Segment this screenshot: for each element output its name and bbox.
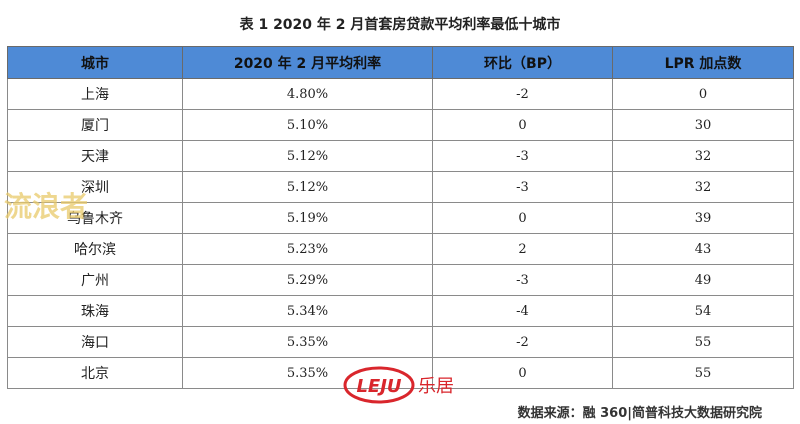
- table-row: 深圳 5.12% -3 32: [7, 171, 794, 203]
- cell-mom: -3: [432, 264, 613, 296]
- cell-rate: 5.12%: [182, 140, 433, 172]
- svg-text:流浪者: 流浪者: [4, 190, 88, 223]
- cell-rate: 5.12%: [182, 171, 433, 203]
- cell-city: 广州: [7, 264, 183, 296]
- cell-city: 厦门: [7, 109, 183, 141]
- cell-lpr: 55: [612, 326, 794, 358]
- table-row: 珠海 5.34% -4 54: [7, 295, 794, 327]
- cell-mom: 0: [432, 202, 613, 234]
- table-row: 厦门 5.10% 0 30: [7, 109, 794, 141]
- header-rate: 2020 年 2 月平均利率: [182, 46, 433, 79]
- cell-city: 乌鲁木齐: [7, 202, 183, 234]
- cell-mom: -2: [432, 326, 613, 358]
- cell-rate: 5.35%: [182, 326, 433, 358]
- cell-rate: 5.23%: [182, 233, 433, 265]
- cell-mom: 0: [432, 357, 613, 389]
- cell-mom: 2: [432, 233, 613, 265]
- cell-rate: 5.10%: [182, 109, 433, 141]
- cell-city: 珠海: [7, 295, 183, 327]
- rates-table: 城市 2020 年 2 月平均利率 环比（BP） LPR 加点数 上海 4.80…: [7, 46, 794, 389]
- cell-lpr: 30: [612, 109, 794, 141]
- cell-rate: 5.19%: [182, 202, 433, 234]
- table-row: 上海 4.80% -2 0: [7, 78, 794, 110]
- cell-city: 海口: [7, 326, 183, 358]
- table-row: 海口 5.35% -2 55: [7, 326, 794, 358]
- cell-mom: -3: [432, 171, 613, 203]
- data-source: 数据来源：融 360|简普科技大数据研究院: [517, 406, 762, 421]
- cell-lpr: 39: [612, 202, 794, 234]
- watermark-logo: 流浪者: [4, 190, 88, 223]
- cell-city: 天津: [7, 140, 183, 172]
- table-row: 北京 5.35% 0 55: [7, 357, 794, 389]
- cell-city: 上海: [7, 78, 183, 110]
- cell-rate: 5.29%: [182, 264, 433, 296]
- header-lpr: LPR 加点数: [612, 46, 794, 79]
- cell-lpr: 43: [612, 233, 794, 265]
- table-title: 表 1 2020 年 2 月首套房贷款平均利率最低十城市: [239, 17, 561, 33]
- header-mom: 环比（BP）: [432, 46, 613, 79]
- cell-lpr: 54: [612, 295, 794, 327]
- cell-rate: 4.80%: [182, 78, 433, 110]
- cell-lpr: 32: [612, 140, 794, 172]
- cell-lpr: 0: [612, 78, 794, 110]
- svg-text:LEJU: LEJU: [356, 376, 401, 397]
- cell-lpr: 32: [612, 171, 794, 203]
- cell-rate: 5.34%: [182, 295, 433, 327]
- table-row: 广州 5.29% -3 49: [7, 264, 794, 296]
- cell-mom: 0: [432, 109, 613, 141]
- cell-mom: -2: [432, 78, 613, 110]
- table-row: 哈尔滨 5.23% 2 43: [7, 233, 794, 265]
- cell-lpr: 55: [612, 357, 794, 389]
- table-row: 天津 5.12% -3 32: [7, 140, 794, 172]
- cell-city: 哈尔滨: [7, 233, 183, 265]
- svg-text:乐居: 乐居: [418, 376, 454, 397]
- cell-mom: -3: [432, 140, 613, 172]
- cell-city: 北京: [7, 357, 183, 389]
- cell-mom: -4: [432, 295, 613, 327]
- cell-lpr: 49: [612, 264, 794, 296]
- table-header-row: 城市 2020 年 2 月平均利率 环比（BP） LPR 加点数: [7, 46, 794, 79]
- leju-logo: LEJU 乐居: [343, 366, 454, 404]
- header-city: 城市: [7, 46, 183, 79]
